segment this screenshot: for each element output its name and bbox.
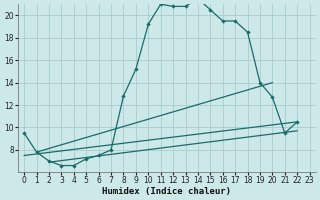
X-axis label: Humidex (Indice chaleur): Humidex (Indice chaleur) xyxy=(102,187,231,196)
